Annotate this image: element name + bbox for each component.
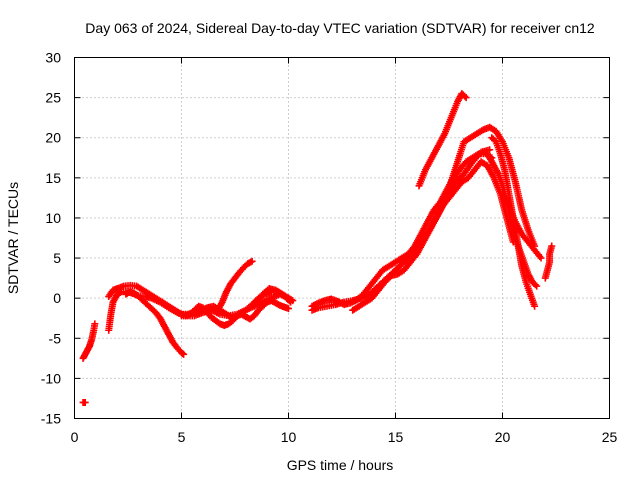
data-point: [548, 242, 556, 250]
tick-labels: 0 5 10 15 20 25 -15 -10 -5 0 5 10 15 20 25 30: [41, 50, 618, 446]
series-track-11: [349, 158, 517, 314]
y-tick-label: -10: [41, 370, 61, 386]
chart-title: Day 063 of 2024, Sidereal Day-to-day VTE…: [85, 20, 595, 36]
data-point: [462, 94, 470, 102]
y-tick-label: 15: [45, 170, 61, 186]
series-track-13: [447, 123, 539, 250]
grid-lines: [74, 57, 610, 419]
data-point: [81, 398, 89, 406]
series-track-12: [415, 90, 470, 190]
data-point: [285, 305, 292, 313]
y-tick-label: 25: [45, 90, 61, 106]
y-tick-label: 20: [45, 130, 61, 146]
x-axis-label: GPS time / hours: [287, 457, 394, 473]
data-point: [486, 146, 494, 154]
data-point: [533, 282, 541, 290]
series-track-5: [122, 288, 188, 358]
x-tick-label: 20: [495, 429, 511, 445]
data-point: [247, 258, 255, 266]
x-tick-label: 5: [178, 429, 186, 445]
data-point: [461, 92, 469, 100]
x-tick-label: 10: [281, 429, 297, 445]
data-point: [180, 350, 188, 358]
series-track-2: [79, 320, 99, 362]
series-track-17: [541, 242, 556, 282]
series-track-9: [308, 146, 494, 314]
data-point: [537, 254, 545, 262]
y-tick-label: -15: [41, 411, 61, 427]
y-tick-label: 10: [45, 210, 61, 226]
x-tick-label: 0: [71, 429, 79, 445]
plot-frame: [74, 57, 610, 419]
y-tick-label: -5: [49, 330, 62, 346]
series-track-6: [178, 297, 292, 329]
x-tick-label: 15: [388, 429, 404, 445]
data-point: [179, 350, 187, 358]
series-track-1: [79, 398, 89, 406]
data-point: [248, 257, 256, 265]
data-point: [289, 297, 297, 305]
series-track-7: [214, 257, 256, 314]
data-point: [287, 296, 295, 304]
data-point: [91, 320, 99, 328]
data-point: [531, 281, 539, 289]
series-track-16: [499, 190, 545, 262]
y-tick-label: 30: [45, 50, 61, 66]
y-tick-label: 0: [53, 290, 61, 306]
data-point: [531, 302, 539, 310]
y-tick-label: 5: [53, 250, 61, 266]
series-track-8: [252, 285, 297, 306]
data-points: [79, 90, 556, 406]
y-axis-label: SDTVAR / TECUs: [5, 182, 21, 294]
x-tick-label: 25: [602, 429, 618, 445]
